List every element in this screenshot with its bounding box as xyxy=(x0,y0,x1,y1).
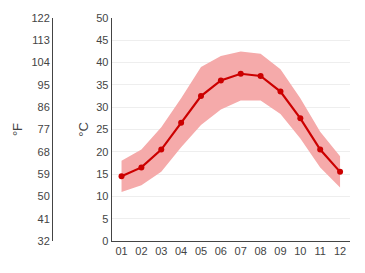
svg-text:09: 09 xyxy=(274,245,286,257)
svg-text:20: 20 xyxy=(96,146,108,158)
svg-text:08: 08 xyxy=(254,245,266,257)
svg-text:0: 0 xyxy=(102,235,108,247)
svg-text:04: 04 xyxy=(175,245,187,257)
svg-text:41: 41 xyxy=(38,213,50,225)
svg-text:01: 01 xyxy=(115,245,127,257)
svg-text:°C: °C xyxy=(76,122,91,137)
svg-text:122: 122 xyxy=(31,12,49,24)
svg-text:12: 12 xyxy=(334,245,346,257)
svg-text:10: 10 xyxy=(96,190,108,202)
svg-text:32: 32 xyxy=(38,235,50,247)
svg-text:95: 95 xyxy=(38,79,50,91)
svg-text:11: 11 xyxy=(314,245,325,257)
svg-text:50: 50 xyxy=(38,190,50,202)
svg-text:°F: °F xyxy=(10,123,25,136)
svg-text:104: 104 xyxy=(31,56,49,68)
svg-text:40: 40 xyxy=(96,56,108,68)
svg-text:15: 15 xyxy=(96,168,108,180)
svg-text:07: 07 xyxy=(235,245,247,257)
svg-text:86: 86 xyxy=(38,101,50,113)
svg-text:10: 10 xyxy=(294,245,306,257)
svg-text:45: 45 xyxy=(96,34,108,46)
svg-text:06: 06 xyxy=(215,245,227,257)
svg-text:5: 5 xyxy=(102,213,108,225)
svg-text:68: 68 xyxy=(38,146,50,158)
svg-text:59: 59 xyxy=(38,168,50,180)
svg-text:30: 30 xyxy=(96,101,108,113)
svg-text:03: 03 xyxy=(155,245,167,257)
svg-text:02: 02 xyxy=(135,245,147,257)
svg-text:25: 25 xyxy=(96,123,108,135)
svg-text:113: 113 xyxy=(32,34,50,46)
svg-text:50: 50 xyxy=(96,12,108,24)
svg-text:77: 77 xyxy=(38,123,50,135)
svg-text:35: 35 xyxy=(96,79,108,91)
svg-text:05: 05 xyxy=(195,245,207,257)
